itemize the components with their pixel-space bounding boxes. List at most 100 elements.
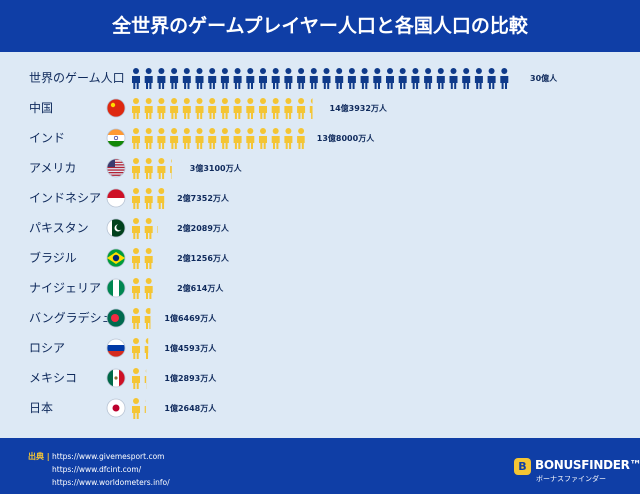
- person-icon: [259, 128, 267, 149]
- value-label: 2億1256万人: [177, 253, 230, 263]
- value-label: 30億人: [530, 73, 558, 83]
- person-icon: [144, 188, 153, 209]
- row-label: 中国: [29, 100, 53, 115]
- value-label: 2億2089万人: [177, 223, 230, 233]
- usa-flag-icon: [106, 158, 126, 178]
- chart-row: パキスタン 2億2089万人: [29, 218, 230, 239]
- person-icon: [195, 128, 204, 149]
- person-icon: [144, 128, 153, 149]
- person-icon: [208, 128, 217, 149]
- person-icon: [233, 68, 242, 89]
- chart-row: メキシコ 1億2893万人: [29, 368, 217, 389]
- person-icon: [132, 128, 140, 149]
- person-icon: [246, 128, 255, 149]
- row-label: ナイジェリア: [29, 281, 101, 295]
- indonesia-flag-icon: [106, 188, 126, 208]
- chart-row: インド 13億8000万人: [29, 128, 375, 149]
- source-link[interactable]: https://www.worldometers.info/: [52, 478, 170, 487]
- person-icon: [500, 68, 509, 89]
- person-icon: [182, 128, 191, 149]
- chart-row: 世界のゲーム人口 30億人: [29, 68, 558, 89]
- brand-tagline: ボーナスファインダー: [536, 475, 606, 483]
- chart-row: 中国 14億3932万人: [29, 98, 388, 119]
- person-icon: [132, 248, 140, 269]
- value-label: 2億7352万人: [177, 193, 230, 203]
- source-link[interactable]: https://www.dfcint.com/: [52, 465, 142, 474]
- mexico-flag-icon: [106, 368, 126, 388]
- person-icon: [449, 68, 458, 89]
- row-label: メキシコ: [29, 371, 77, 385]
- person-icon: [182, 68, 191, 89]
- person-icon: [259, 68, 267, 89]
- footer-bar: [0, 438, 640, 494]
- person-icon: [297, 68, 306, 89]
- value-label: 3億3100万人: [190, 163, 243, 173]
- person-icon: [144, 218, 153, 239]
- person-icon: [195, 98, 204, 119]
- person-icon: [144, 278, 153, 299]
- india-flag-icon: [106, 128, 126, 148]
- person-icon: [132, 308, 140, 329]
- person-icon: [157, 278, 165, 299]
- person-icon: [157, 158, 166, 179]
- person-icon: [220, 98, 229, 119]
- person-icon: [284, 68, 293, 89]
- value-label: 1億4593万人: [164, 343, 217, 353]
- bangladesh-flag-icon: [106, 308, 126, 328]
- pakistan-flag-icon: [106, 218, 126, 238]
- person-icon: [144, 369, 147, 389]
- brand-name: BONUSFINDER™: [535, 458, 640, 472]
- person-icon: [233, 98, 242, 119]
- person-icon: [144, 399, 146, 413]
- chart-row: ナイジェリア 2億614万人: [29, 278, 224, 299]
- person-icon: [271, 98, 280, 119]
- person-icon: [157, 188, 165, 209]
- person-icon: [271, 128, 280, 149]
- value-label: 1億6469万人: [164, 313, 217, 323]
- person-icon: [297, 98, 306, 119]
- person-icon: [208, 68, 217, 89]
- person-icon: [132, 398, 140, 419]
- person-icon: [195, 68, 204, 89]
- source-link[interactable]: https://www.givemesport.com: [52, 452, 165, 461]
- person-icon: [309, 68, 318, 89]
- brazil-flag-icon: [106, 248, 126, 268]
- row-label: 日本: [29, 401, 53, 415]
- value-label: 2億614万人: [177, 283, 224, 293]
- person-icon: [170, 68, 179, 89]
- person-icon: [284, 128, 293, 149]
- chart-row: ブラジル 2億1256万人: [29, 248, 230, 269]
- japan-flag-icon: [106, 398, 126, 418]
- chart-row: バングラデシュ 1億6469万人: [29, 308, 217, 329]
- person-icon: [347, 68, 356, 89]
- person-icon: [309, 98, 313, 119]
- person-icon: [297, 128, 305, 149]
- person-icon: [132, 218, 140, 239]
- person-icon: [322, 68, 331, 89]
- person-icon: [157, 226, 158, 233]
- person-icon: [157, 68, 166, 89]
- person-icon: [132, 368, 140, 389]
- person-icon: [436, 68, 445, 89]
- value-label: 13億8000万人: [317, 133, 375, 143]
- person-icon: [424, 68, 433, 89]
- row-label: バングラデシュ: [29, 310, 114, 325]
- row-label: アメリカ: [29, 161, 76, 175]
- row-label: パキスタン: [29, 221, 89, 235]
- person-icon: [144, 158, 153, 179]
- nigeria-flag-icon: [106, 278, 126, 298]
- person-icon: [259, 98, 267, 119]
- person-icon: [157, 128, 166, 149]
- chart-row: 日本 1億2648万人: [29, 398, 217, 419]
- person-icon: [157, 98, 166, 119]
- person-icon: [132, 68, 140, 89]
- person-icon: [208, 98, 217, 119]
- person-icon: [271, 68, 280, 89]
- person-icon: [284, 98, 293, 119]
- person-icon: [335, 68, 344, 89]
- chart-row: アメリカ 3億3100万人: [29, 158, 243, 179]
- person-icon: [411, 68, 420, 89]
- person-icon: [144, 308, 151, 329]
- person-icon: [386, 68, 394, 89]
